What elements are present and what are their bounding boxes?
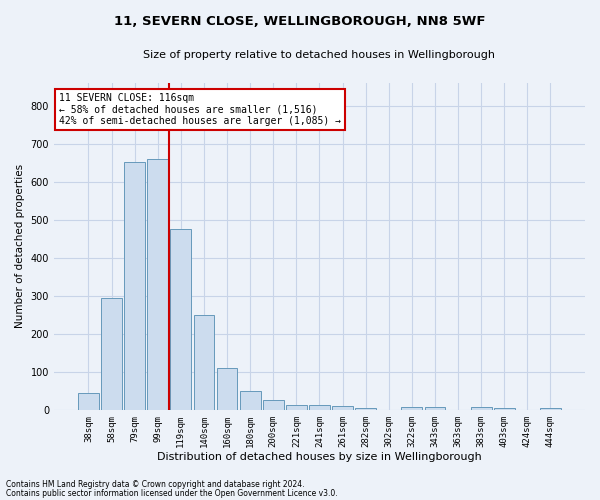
Text: Contains HM Land Registry data © Crown copyright and database right 2024.: Contains HM Land Registry data © Crown c… — [6, 480, 305, 489]
Bar — [78, 392, 99, 410]
Bar — [471, 407, 491, 410]
Bar — [401, 407, 422, 410]
Bar — [425, 407, 445, 410]
Bar — [194, 315, 214, 410]
Bar — [286, 404, 307, 410]
Text: 11 SEVERN CLOSE: 116sqm
← 58% of detached houses are smaller (1,516)
42% of semi: 11 SEVERN CLOSE: 116sqm ← 58% of detache… — [59, 93, 341, 126]
Bar — [240, 391, 260, 410]
Bar — [101, 298, 122, 410]
Bar — [355, 408, 376, 410]
Title: Size of property relative to detached houses in Wellingborough: Size of property relative to detached ho… — [143, 50, 496, 60]
Bar — [494, 408, 515, 410]
Bar — [170, 230, 191, 410]
Bar — [332, 406, 353, 410]
Bar — [540, 408, 561, 410]
Bar — [124, 162, 145, 410]
Bar — [263, 400, 284, 410]
Bar — [217, 368, 238, 410]
Bar — [309, 404, 330, 410]
Y-axis label: Number of detached properties: Number of detached properties — [15, 164, 25, 328]
Text: Contains public sector information licensed under the Open Government Licence v3: Contains public sector information licen… — [6, 488, 338, 498]
Bar — [148, 159, 168, 410]
Text: 11, SEVERN CLOSE, WELLINGBOROUGH, NN8 5WF: 11, SEVERN CLOSE, WELLINGBOROUGH, NN8 5W… — [114, 15, 486, 28]
X-axis label: Distribution of detached houses by size in Wellingborough: Distribution of detached houses by size … — [157, 452, 482, 462]
